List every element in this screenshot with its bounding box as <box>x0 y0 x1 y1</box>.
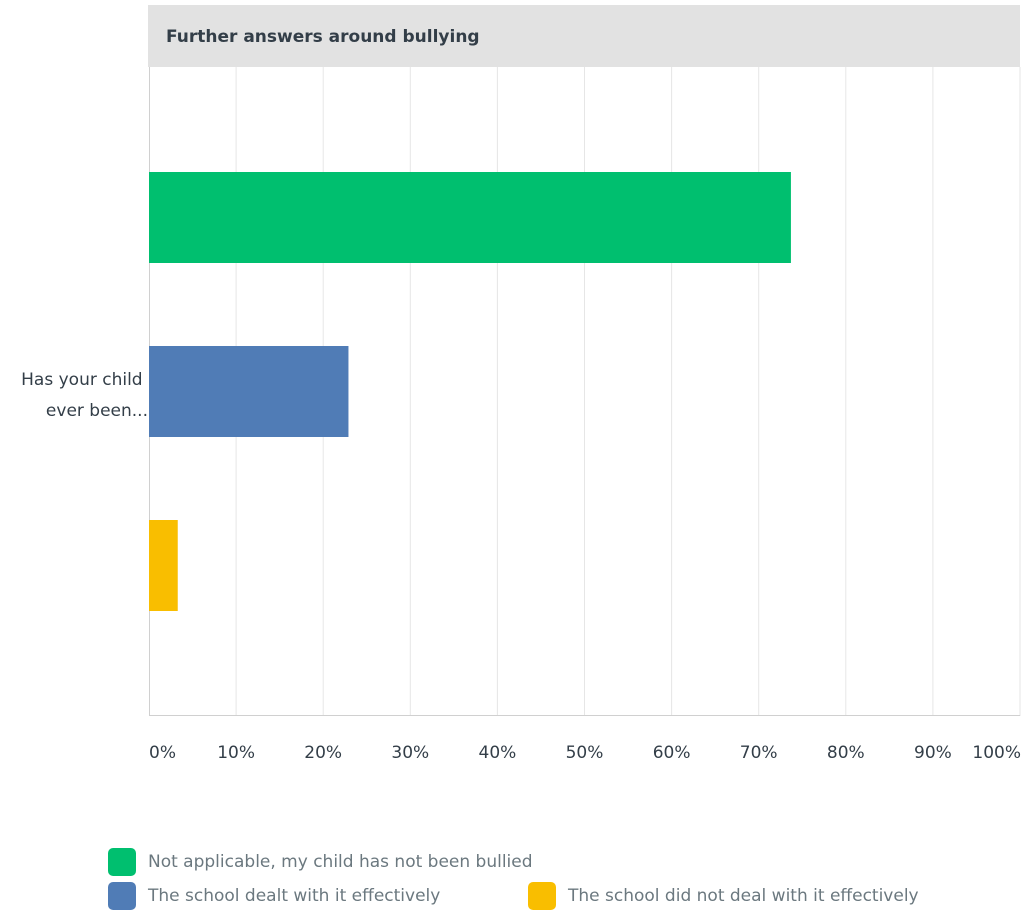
x-tick-label: 70% <box>740 743 778 763</box>
gridlines <box>235 67 1021 716</box>
x-tick-labels: 0% 10% 20% 30% 40% 50% 60% 70% 80% 90% 100% <box>149 743 1021 763</box>
legend-label: The school did not deal with it effectiv… <box>568 886 919 906</box>
legend-item-not-applicable[interactable]: Not applicable, my child has not been bu… <box>108 848 533 876</box>
chart-title: Further answers around bullying <box>166 27 480 47</box>
x-tick-label: 10% <box>217 743 255 763</box>
legend-item-dealt-effectively[interactable]: The school dealt with it effectively <box>108 882 440 910</box>
legend-item-not-dealt-effectively[interactable]: The school did not deal with it effectiv… <box>528 882 919 910</box>
bar[interactable] <box>149 172 791 263</box>
category-label-line-1: Has your child <box>21 370 142 390</box>
bar[interactable] <box>149 520 178 611</box>
x-tick-label: 50% <box>566 743 604 763</box>
category-label: Has your child ever been... <box>21 370 148 421</box>
legend-swatch <box>528 882 556 910</box>
x-tick-label: 20% <box>304 743 342 763</box>
x-tick-label: 0% <box>149 743 176 763</box>
legend-swatch <box>108 882 136 910</box>
legend-label: The school dealt with it effectively <box>148 886 441 906</box>
x-tick-label: 100% <box>972 743 1021 763</box>
title-bar <box>148 5 1020 67</box>
x-tick-label: 40% <box>479 743 517 763</box>
x-tick-label: 90% <box>914 743 952 763</box>
bar[interactable] <box>149 346 349 437</box>
bars <box>149 172 791 611</box>
legend-label: Not applicable, my child has not been bu… <box>148 852 533 872</box>
legend-swatch <box>108 848 136 876</box>
x-tick-label: 80% <box>827 743 865 763</box>
category-label-line-2: ever been... <box>46 401 148 421</box>
x-tick-label: 60% <box>653 743 691 763</box>
x-tick-label: 30% <box>391 743 429 763</box>
